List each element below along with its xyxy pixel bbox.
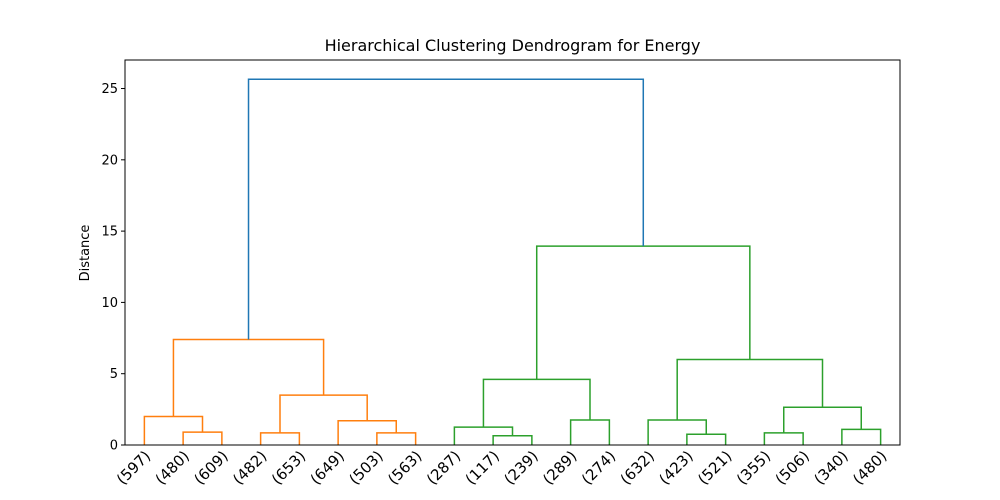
- y-tick-label: 20: [101, 153, 118, 168]
- dendrogram-link: [783, 406, 862, 433]
- y-axis-ticks: 0 5 10 15 20 25: [101, 82, 125, 454]
- dendrogram-link: [841, 428, 882, 445]
- dendrogram-link: [376, 432, 417, 445]
- dendrogram-link: [259, 432, 301, 445]
- y-tick-label: 0: [110, 439, 118, 454]
- dendrogram-link: [763, 432, 804, 445]
- dendrogram-link: [686, 433, 727, 445]
- y-tick-label: 25: [101, 82, 118, 97]
- dendrogram-link: [182, 431, 223, 445]
- dendrogram-link: [247, 78, 645, 340]
- y-tick-label: 5: [110, 367, 118, 382]
- y-axis-title: Distance: [78, 225, 93, 282]
- dendrogram-links: [143, 78, 882, 445]
- dendrogram-link: [453, 426, 514, 445]
- chart-title: Hierarchical Clustering Dendrogram for E…: [325, 36, 701, 55]
- y-tick-label: 10: [101, 296, 118, 311]
- dendrogram-link: [279, 394, 368, 433]
- plot-frame: [124, 59, 901, 446]
- y-tick-label: 15: [101, 225, 118, 240]
